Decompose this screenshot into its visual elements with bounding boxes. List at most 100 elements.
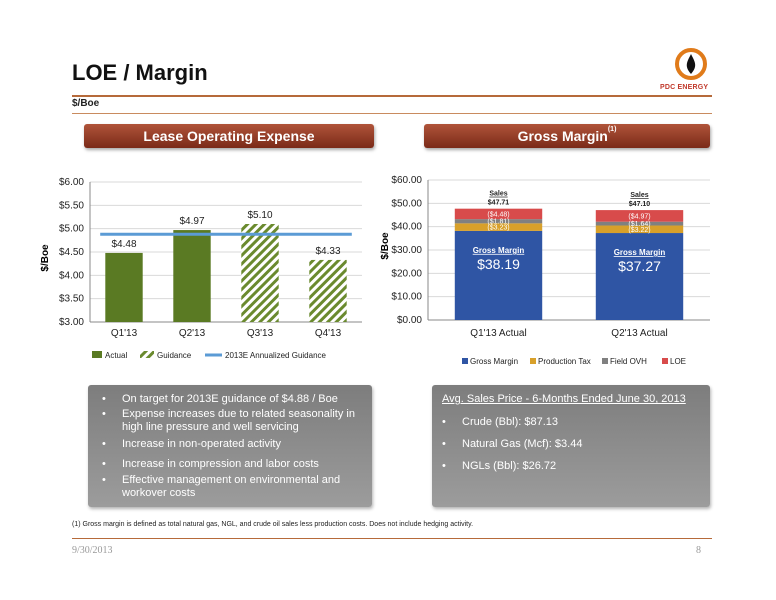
loe-bullet: Effective management on environmental an…: [122, 474, 341, 499]
gm-sales-label: Sales: [630, 192, 648, 199]
sales-price-box: Avg. Sales Price - 6-Months Ended June 3…: [432, 385, 710, 507]
legend-label-loe: LOE: [670, 357, 686, 366]
loe-y-tick: $3.00: [59, 317, 84, 328]
gm-segment-label: ($3.22): [628, 227, 650, 234]
legend-label-actual: Actual: [105, 351, 127, 360]
loe-y-tick: $4.00: [59, 270, 84, 281]
loe-bar: [241, 224, 279, 322]
loe-x-tick: Q1'13: [111, 328, 138, 339]
gm-segment-label: ($4.97): [628, 213, 650, 220]
loe-banner: Lease Operating Expense: [84, 124, 374, 148]
gm-y-tick: $0.00: [397, 315, 422, 326]
gm-segment-label: ($3.23): [487, 225, 509, 232]
loe-chart: $3.00 $3.50 $4.00 $4.50 $5.00 $5.50 $6.00 $4.4…: [40, 177, 362, 360]
page-title: LOE / Margin: [72, 60, 208, 85]
sales-price-item: Natural Gas (Mcf): $3.44: [462, 438, 583, 450]
gm-sales-value: $47.71: [488, 200, 510, 207]
bullet-marker: •: [102, 408, 106, 420]
bullet-marker: •: [442, 460, 446, 472]
gm-inner-label: Gross Margin: [473, 246, 525, 255]
legend-swatch-production-tax: [530, 358, 536, 364]
loe-value-label: $5.10: [247, 210, 272, 221]
gm-segment-loe: [595, 210, 684, 222]
gm-segment-production-tax: [454, 223, 543, 231]
sales-price-item: NGLs (Bbl): $26.72: [462, 460, 557, 472]
loe-value-label: $4.33: [315, 246, 340, 257]
loe-bar: [173, 230, 211, 322]
gm-y-tick: $40.00: [391, 222, 422, 233]
logo-text: PDC ENERGY: [660, 84, 709, 91]
bullet-marker: •: [442, 438, 446, 450]
footer-date: 9/30/2013: [72, 545, 113, 556]
page-number: 8: [696, 545, 701, 556]
loe-x-tick: Q3'13: [247, 328, 274, 339]
loe-bullet: Increase in non-operated activity: [122, 438, 281, 450]
gross-margin-footnote-ref: (1): [607, 126, 617, 133]
legend-swatch-loe: [662, 358, 668, 364]
gm-y-axis-label: $/Boe: [380, 232, 391, 260]
title-rule: [72, 95, 712, 97]
bullet-marker: •: [102, 438, 106, 450]
bullet-marker: •: [102, 474, 106, 486]
gm-y-tick: $30.00: [391, 245, 422, 256]
legend-swatch-field-ovh: [602, 358, 608, 364]
sales-price-heading: Avg. Sales Price - 6-Months Ended June 3…: [442, 393, 686, 405]
gm-segment-field-ovh: [595, 221, 684, 226]
legend-label-guidance: Guidance: [157, 351, 192, 360]
gm-x-tick: Q2'13 Actual: [611, 328, 667, 339]
bullet-marker: •: [102, 393, 106, 405]
legend-swatch-actual: [92, 351, 102, 358]
gm-y-tick: $50.00: [391, 198, 422, 209]
loe-y-axis-label: $/Boe: [40, 244, 51, 272]
gross-margin-banner-label: Gross Margin: [517, 128, 608, 144]
loe-y-tick: $6.00: [59, 177, 84, 188]
gross-margin-banner: Gross Margin(1): [424, 124, 710, 148]
loe-bar: [105, 252, 143, 322]
gm-y-tick: $10.00: [391, 292, 422, 303]
gm-segment-gross-margin: [454, 230, 543, 320]
legend-label-annual-guidance: 2013E Annualized Guidance: [225, 351, 327, 360]
gm-segment-label: ($1.64): [628, 221, 650, 228]
gm-segment-label: ($4.48): [487, 211, 509, 218]
gm-y-tick: $20.00: [391, 268, 422, 279]
gm-value-label: $37.27: [618, 258, 661, 274]
footnote: (1) Gross margin is defined as total nat…: [72, 521, 474, 528]
gm-segment-production-tax: [595, 225, 684, 234]
loe-bullet: On target for 2013E guidance of $4.88 / …: [122, 393, 338, 405]
gm-sales-label: Sales: [489, 191, 507, 198]
gm-inner-label: Gross Margin: [614, 248, 666, 257]
footer-rule: [72, 538, 712, 539]
loe-x-tick: Q2'13: [179, 328, 206, 339]
loe-y-tick: $5.00: [59, 224, 84, 235]
subtitle-rule: [72, 113, 712, 114]
gm-segment-label: ($1.81): [487, 219, 509, 226]
loe-value-label: $4.97: [179, 216, 204, 227]
sales-price-item: Crude (Bbl): $87.13: [462, 416, 558, 428]
pdc-logo-icon: [675, 48, 707, 80]
legend-swatch-gross-margin: [462, 358, 468, 364]
bullet-marker: •: [102, 458, 106, 470]
gm-segment-gross-margin: [595, 233, 684, 320]
gm-segment-loe: [454, 208, 543, 220]
loe-bullet: Expense increases due to related seasona…: [122, 408, 355, 433]
loe-y-tick: $5.50: [59, 200, 84, 211]
loe-commentary-box: • On target for 2013E guidance of $4.88 …: [88, 385, 372, 507]
loe-bullet: Increase in compression and labor costs: [122, 458, 319, 470]
legend-label-gross-margin: Gross Margin: [470, 357, 518, 366]
gross-margin-chart: $0.00 $10.00 $20.00 $30.00 $40.00 $50.00 $60.0…: [380, 175, 710, 366]
gm-x-tick: Q1'13 Actual: [470, 328, 526, 339]
legend-swatch-guidance: [140, 351, 154, 358]
gm-value-label: $38.19: [477, 256, 520, 272]
loe-y-tick: $3.50: [59, 294, 84, 305]
units-subtitle: $/Boe: [72, 98, 100, 109]
bullet-marker: •: [442, 416, 446, 428]
gm-sales-value: $47.10: [629, 201, 651, 208]
legend-label-production-tax: Production Tax: [538, 357, 591, 366]
loe-x-tick: Q4'13: [315, 328, 342, 339]
loe-banner-label: Lease Operating Expense: [143, 128, 315, 144]
loe-bar: [309, 259, 347, 322]
legend-label-field-ovh: Field OVH: [610, 357, 647, 366]
loe-y-tick: $4.50: [59, 247, 84, 258]
gm-segment-field-ovh: [454, 219, 543, 224]
loe-value-label: $4.48: [111, 239, 136, 250]
